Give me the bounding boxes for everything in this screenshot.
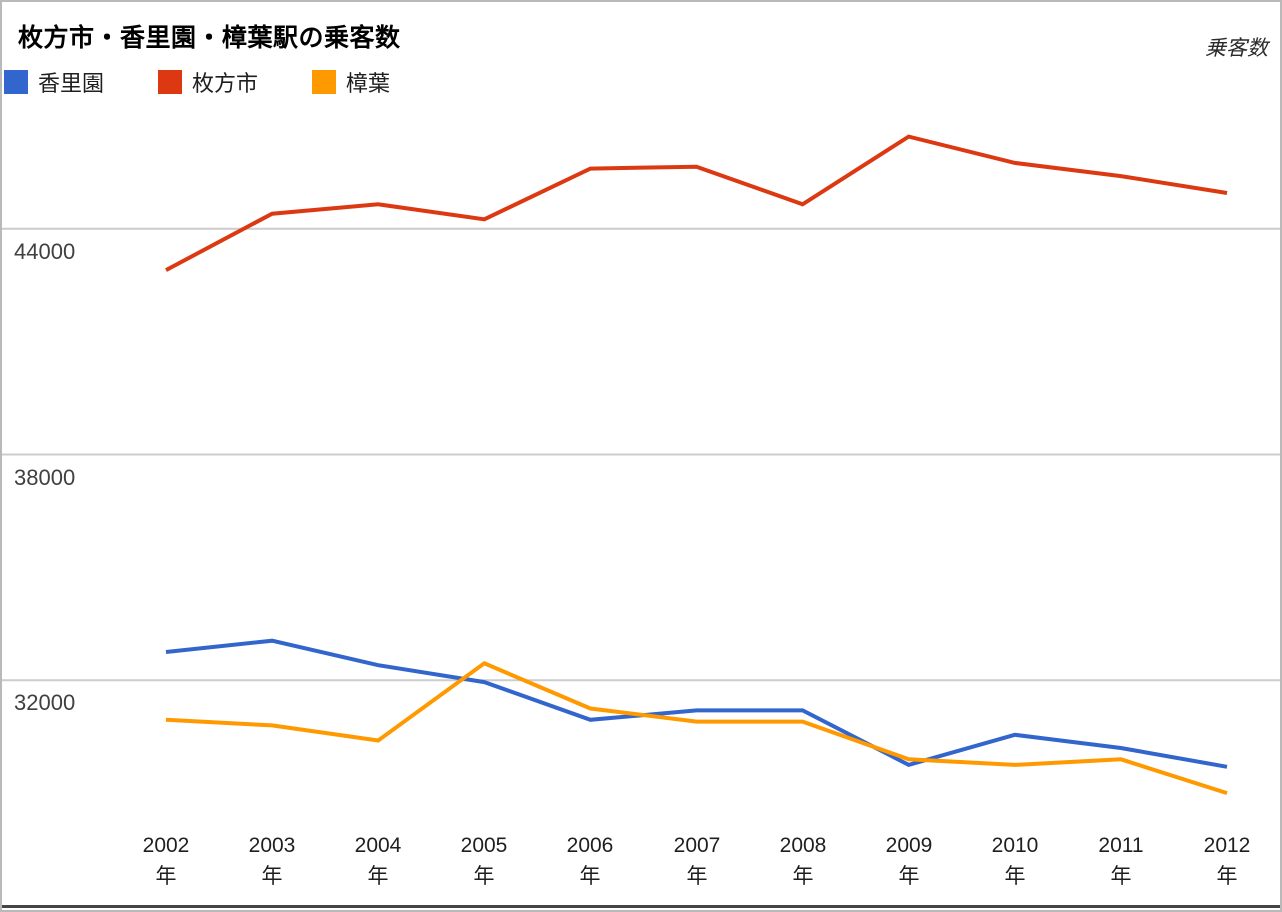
y-tick-label: 38000 (14, 465, 76, 490)
legend: 香里園 枚方市 樟葉 (4, 66, 390, 98)
x-tick-year: 2002 (142, 834, 190, 857)
x-tick-year: 2011 (1098, 834, 1144, 857)
legend-item-樟葉: 樟葉 (312, 66, 390, 98)
x-tick-suffix: 年 (155, 865, 177, 888)
x-tick-year: 2006 (566, 834, 614, 857)
x-tick-label: 2011 年 (1076, 830, 1166, 892)
x-tick-suffix: 年 (473, 865, 495, 888)
x-tick-year: 2005 (460, 834, 508, 857)
y-tick-label: 44000 (14, 239, 76, 264)
x-tick-year: 2008 (779, 834, 827, 857)
x-axis-baseline (2, 905, 1280, 908)
x-tick-suffix: 年 (1110, 865, 1132, 888)
legend-label: 枚方市 (192, 71, 259, 96)
legend-item-枚方市: 枚方市 (158, 66, 258, 98)
legend-swatch (312, 70, 337, 94)
x-tick-label: 2004 年 (333, 830, 423, 892)
x-tick-suffix: 年 (686, 865, 708, 888)
x-tick-label: 2005 年 (439, 830, 529, 892)
x-tick-year: 2010 (991, 834, 1039, 857)
x-tick-label: 2002 年 (121, 830, 211, 892)
x-tick-suffix: 年 (579, 865, 601, 888)
x-tick-year: 2007 (673, 834, 721, 857)
series-line-枚方市 (165, 134, 1228, 272)
x-tick-label: 2003 年 (227, 830, 317, 892)
x-tick-year: 2003 (248, 834, 296, 857)
x-tick-suffix: 年 (367, 865, 389, 888)
x-tick-suffix: 年 (1216, 865, 1238, 888)
x-tick-year: 2009 (885, 834, 933, 857)
x-tick-year: 2012 (1203, 834, 1251, 857)
x-tick-label: 2012 年 (1182, 830, 1272, 892)
legend-swatch (4, 70, 28, 94)
x-tick-suffix: 年 (261, 865, 283, 888)
x-tick-suffix: 年 (898, 865, 920, 888)
x-tick-label: 2006 年 (545, 830, 635, 892)
x-tick-suffix: 年 (1004, 865, 1026, 888)
legend-label: 香里園 (38, 71, 105, 96)
legend-item-香里園: 香里園 (4, 66, 104, 98)
series-line-樟葉 (165, 661, 1228, 796)
x-tick-label: 2008 年 (758, 830, 848, 892)
y-axis-title: 乗客数 (1205, 37, 1268, 60)
chart-title: 枚方市・香里園・樟葉駅の乗客数 (18, 24, 401, 52)
x-tick-label: 2010 年 (970, 830, 1060, 892)
legend-swatch (158, 70, 183, 94)
y-tick-label: 32000 (14, 690, 76, 715)
x-tick-year: 2004 (354, 834, 402, 857)
legend-label: 樟葉 (346, 71, 391, 96)
x-tick-label: 2009 年 (864, 830, 954, 892)
x-tick-suffix: 年 (792, 865, 814, 888)
x-tick-label: 2007 年 (652, 830, 742, 892)
series-line-香里園 (165, 638, 1228, 769)
